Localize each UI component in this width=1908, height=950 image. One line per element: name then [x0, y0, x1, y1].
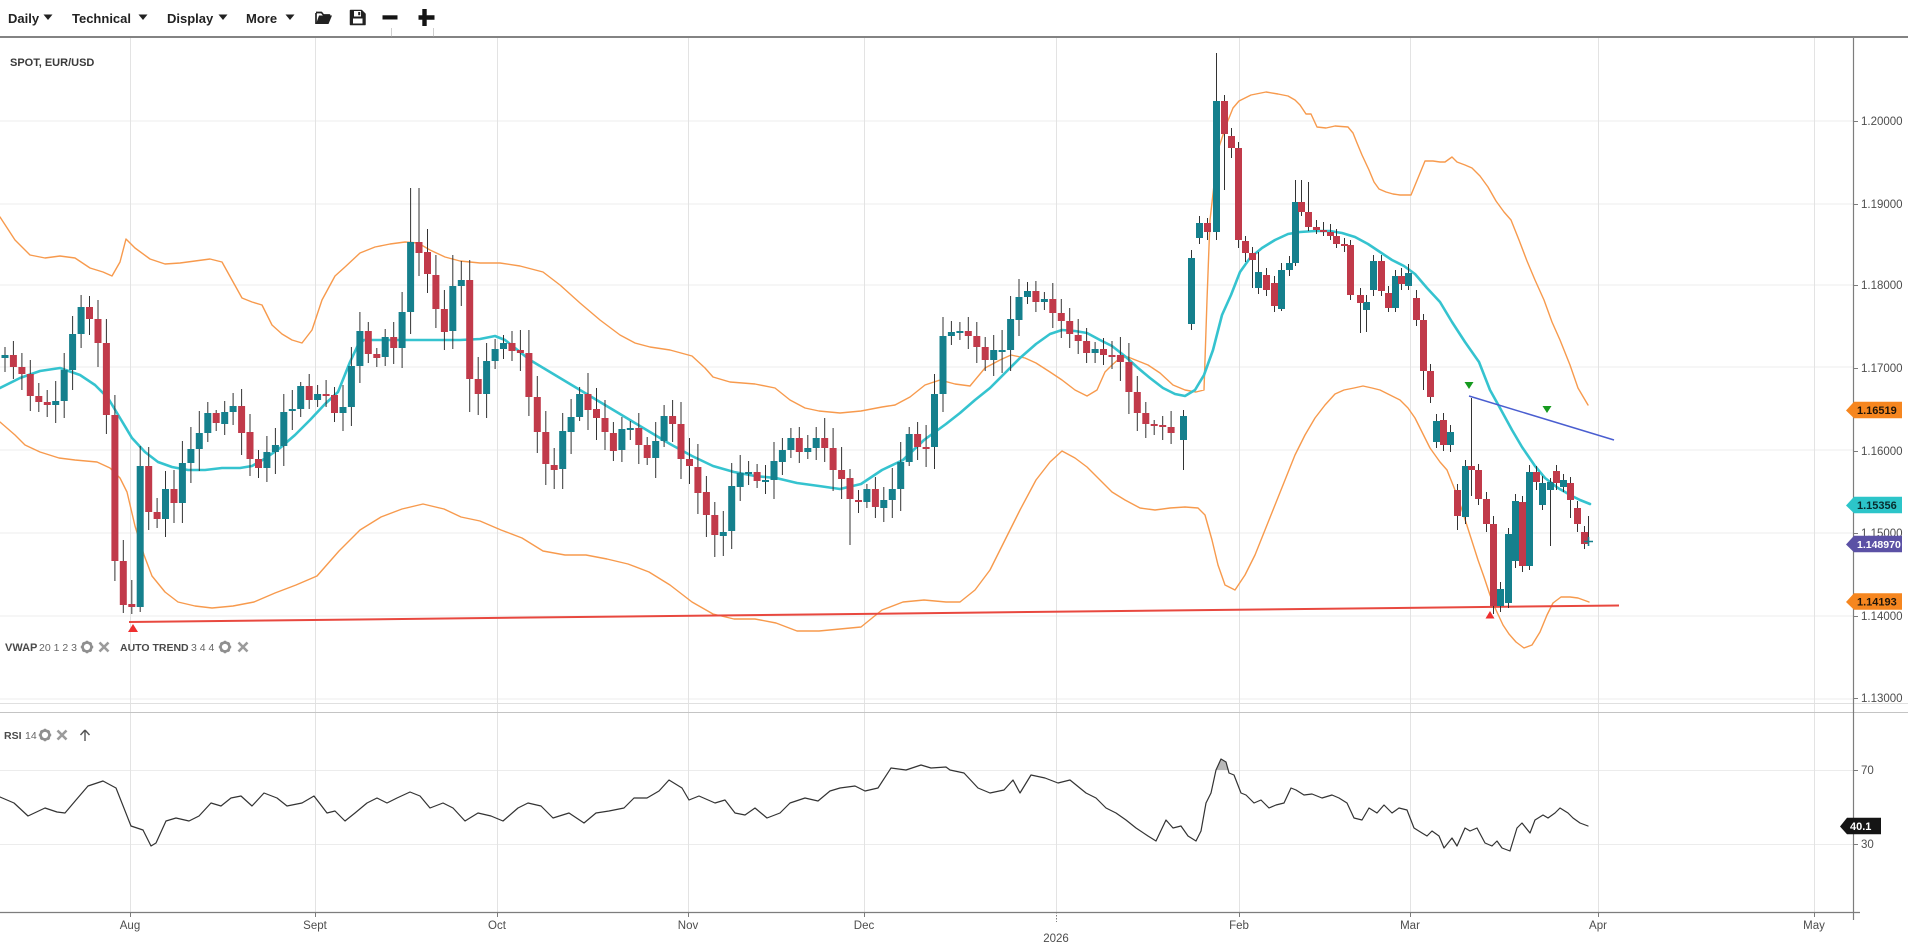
- svg-text:1.14000: 1.14000: [1861, 611, 1903, 623]
- svg-text:AUTO TREND: AUTO TREND: [120, 642, 189, 654]
- svg-text:30: 30: [1861, 839, 1874, 851]
- svg-text:1.16519: 1.16519: [1857, 405, 1897, 417]
- svg-text:Feb: Feb: [1229, 920, 1249, 932]
- svg-text:SPOT, EUR/USD: SPOT, EUR/USD: [10, 57, 94, 69]
- svg-text:Nov: Nov: [678, 920, 699, 932]
- svg-text:Oct: Oct: [488, 920, 507, 932]
- svg-text:40.1: 40.1: [1850, 821, 1871, 833]
- svg-text:Aug: Aug: [120, 920, 140, 932]
- svg-text:Apr: Apr: [1589, 920, 1607, 932]
- svg-text:May: May: [1803, 920, 1825, 932]
- svg-text:VWAP: VWAP: [5, 642, 37, 654]
- svg-text:Technical: Technical: [72, 11, 131, 26]
- svg-text:Daily: Daily: [8, 11, 40, 26]
- svg-text:2026: 2026: [1043, 933, 1069, 945]
- svg-text:Dec: Dec: [854, 920, 875, 932]
- svg-text:1.20000: 1.20000: [1861, 116, 1903, 128]
- svg-text:1.13000: 1.13000: [1861, 693, 1903, 705]
- svg-text:1.14193: 1.14193: [1857, 597, 1897, 609]
- svg-text:Sept: Sept: [303, 920, 327, 932]
- svg-text:Mar: Mar: [1400, 920, 1420, 932]
- svg-text:RSI: RSI: [4, 730, 22, 742]
- svg-text:More: More: [246, 11, 277, 26]
- svg-text:1.148970: 1.148970: [1857, 539, 1901, 551]
- svg-text:20 1 2 3: 20 1 2 3: [39, 642, 77, 654]
- svg-text:1.15356: 1.15356: [1857, 500, 1897, 512]
- svg-text:1.16000: 1.16000: [1861, 446, 1903, 458]
- svg-text:3 4 4: 3 4 4: [191, 642, 215, 654]
- svg-text:14: 14: [25, 730, 37, 742]
- svg-text:70: 70: [1861, 765, 1874, 777]
- svg-text:Display: Display: [167, 11, 214, 26]
- svg-text:1.17000: 1.17000: [1861, 363, 1903, 375]
- svg-text:1.19000: 1.19000: [1861, 199, 1903, 211]
- svg-text:1.18000: 1.18000: [1861, 280, 1903, 292]
